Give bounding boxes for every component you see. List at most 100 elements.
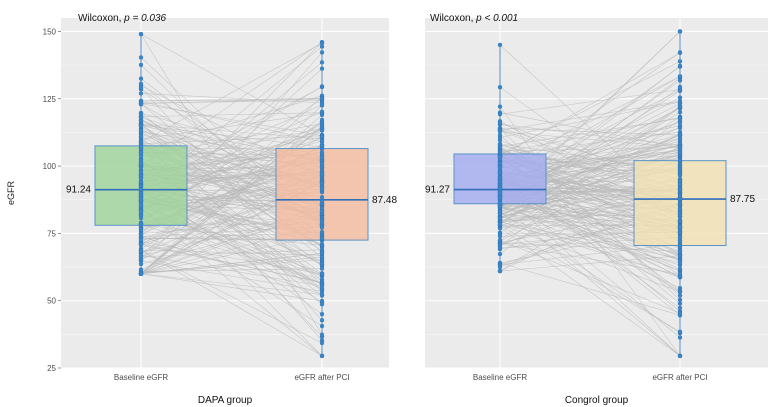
data-point bbox=[677, 297, 683, 303]
pair-line bbox=[140, 241, 323, 275]
pair-line bbox=[499, 106, 681, 226]
data-point bbox=[677, 74, 683, 79]
data-point bbox=[138, 237, 144, 242]
pair-line bbox=[499, 117, 681, 154]
data-point bbox=[138, 115, 144, 120]
pair-line bbox=[499, 118, 681, 147]
data-point bbox=[319, 332, 325, 337]
y-tick-label: 75 bbox=[47, 229, 56, 238]
data-point bbox=[497, 165, 503, 170]
data-point bbox=[319, 323, 325, 329]
pair-line bbox=[499, 203, 681, 357]
data-point bbox=[319, 102, 325, 107]
pair-line bbox=[499, 221, 681, 259]
data-point bbox=[319, 66, 325, 71]
data-point bbox=[319, 180, 325, 185]
data-point bbox=[319, 251, 325, 256]
data-point bbox=[677, 289, 683, 294]
data-point bbox=[138, 169, 144, 175]
data-point bbox=[138, 222, 144, 227]
data-point bbox=[677, 353, 683, 359]
data-point bbox=[677, 329, 683, 334]
data-point bbox=[138, 267, 144, 272]
pair-line bbox=[140, 243, 323, 284]
data-point bbox=[677, 78, 683, 83]
data-point bbox=[319, 261, 325, 266]
y-tick-label: 100 bbox=[43, 162, 57, 171]
median-label-baseline: 91.27 bbox=[425, 185, 450, 196]
data-point bbox=[319, 84, 325, 89]
pair-line bbox=[499, 101, 681, 138]
data-point bbox=[677, 238, 683, 243]
pair-line bbox=[140, 123, 323, 140]
data-point bbox=[138, 209, 144, 214]
data-point bbox=[138, 161, 144, 166]
data-point bbox=[497, 185, 503, 191]
data-point bbox=[677, 110, 683, 115]
data-point bbox=[319, 144, 325, 149]
data-point bbox=[497, 211, 503, 216]
data-point bbox=[319, 134, 325, 139]
data-points bbox=[497, 29, 683, 359]
data-point bbox=[497, 268, 503, 274]
data-point bbox=[319, 44, 325, 49]
data-point bbox=[319, 161, 325, 167]
data-point bbox=[138, 187, 144, 192]
data-point bbox=[677, 266, 683, 272]
stat-p-value: p = 0.036 bbox=[123, 13, 166, 24]
pair-line bbox=[499, 131, 681, 156]
data-point bbox=[677, 244, 683, 250]
pair-line bbox=[499, 255, 681, 272]
data-point bbox=[319, 209, 325, 214]
pair-line bbox=[140, 93, 323, 104]
data-point bbox=[497, 231, 503, 236]
data-point bbox=[677, 99, 683, 105]
data-point bbox=[138, 91, 144, 96]
data-point bbox=[138, 111, 144, 116]
stat-method: Wilcoxon, bbox=[430, 13, 476, 24]
data-point bbox=[677, 293, 683, 298]
data-point bbox=[138, 55, 144, 60]
wilcoxon-stat: Wilcoxon, p < 0.001 bbox=[430, 13, 518, 24]
data-point bbox=[319, 50, 325, 55]
data-point bbox=[497, 112, 503, 117]
data-point bbox=[138, 32, 144, 37]
data-point bbox=[677, 103, 683, 109]
pair-line bbox=[499, 131, 681, 148]
data-point bbox=[677, 249, 683, 254]
data-point bbox=[677, 224, 683, 229]
data-point bbox=[497, 203, 503, 209]
data-point bbox=[319, 340, 325, 346]
pair-line bbox=[140, 273, 323, 302]
group-label: Congrol group bbox=[565, 395, 629, 406]
pair-line bbox=[499, 105, 681, 241]
data-point bbox=[138, 62, 144, 68]
data-point bbox=[138, 248, 144, 253]
data-point bbox=[319, 199, 325, 204]
data-point bbox=[677, 218, 683, 224]
data-point bbox=[138, 197, 144, 202]
data-point bbox=[677, 305, 683, 311]
pair-line bbox=[499, 242, 681, 252]
data-point bbox=[319, 225, 325, 230]
data-point bbox=[497, 265, 503, 270]
pair-line bbox=[140, 105, 323, 274]
data-point bbox=[319, 109, 325, 114]
data-point bbox=[497, 154, 503, 159]
data-point bbox=[319, 96, 325, 101]
data-point bbox=[497, 42, 503, 48]
data-point bbox=[319, 171, 325, 177]
pair-line bbox=[499, 76, 681, 167]
data-point bbox=[497, 170, 503, 175]
data-point bbox=[497, 121, 503, 126]
data-point bbox=[319, 254, 325, 260]
pair-line bbox=[140, 119, 323, 274]
data-point bbox=[497, 222, 503, 227]
data-point bbox=[677, 29, 683, 34]
pair-line bbox=[140, 260, 323, 292]
pair-line bbox=[140, 253, 323, 275]
group-label: DAPA group bbox=[198, 395, 253, 406]
median-label-baseline: 91.24 bbox=[66, 185, 91, 196]
data-point bbox=[677, 177, 683, 183]
y-tick-label: 125 bbox=[43, 95, 57, 104]
